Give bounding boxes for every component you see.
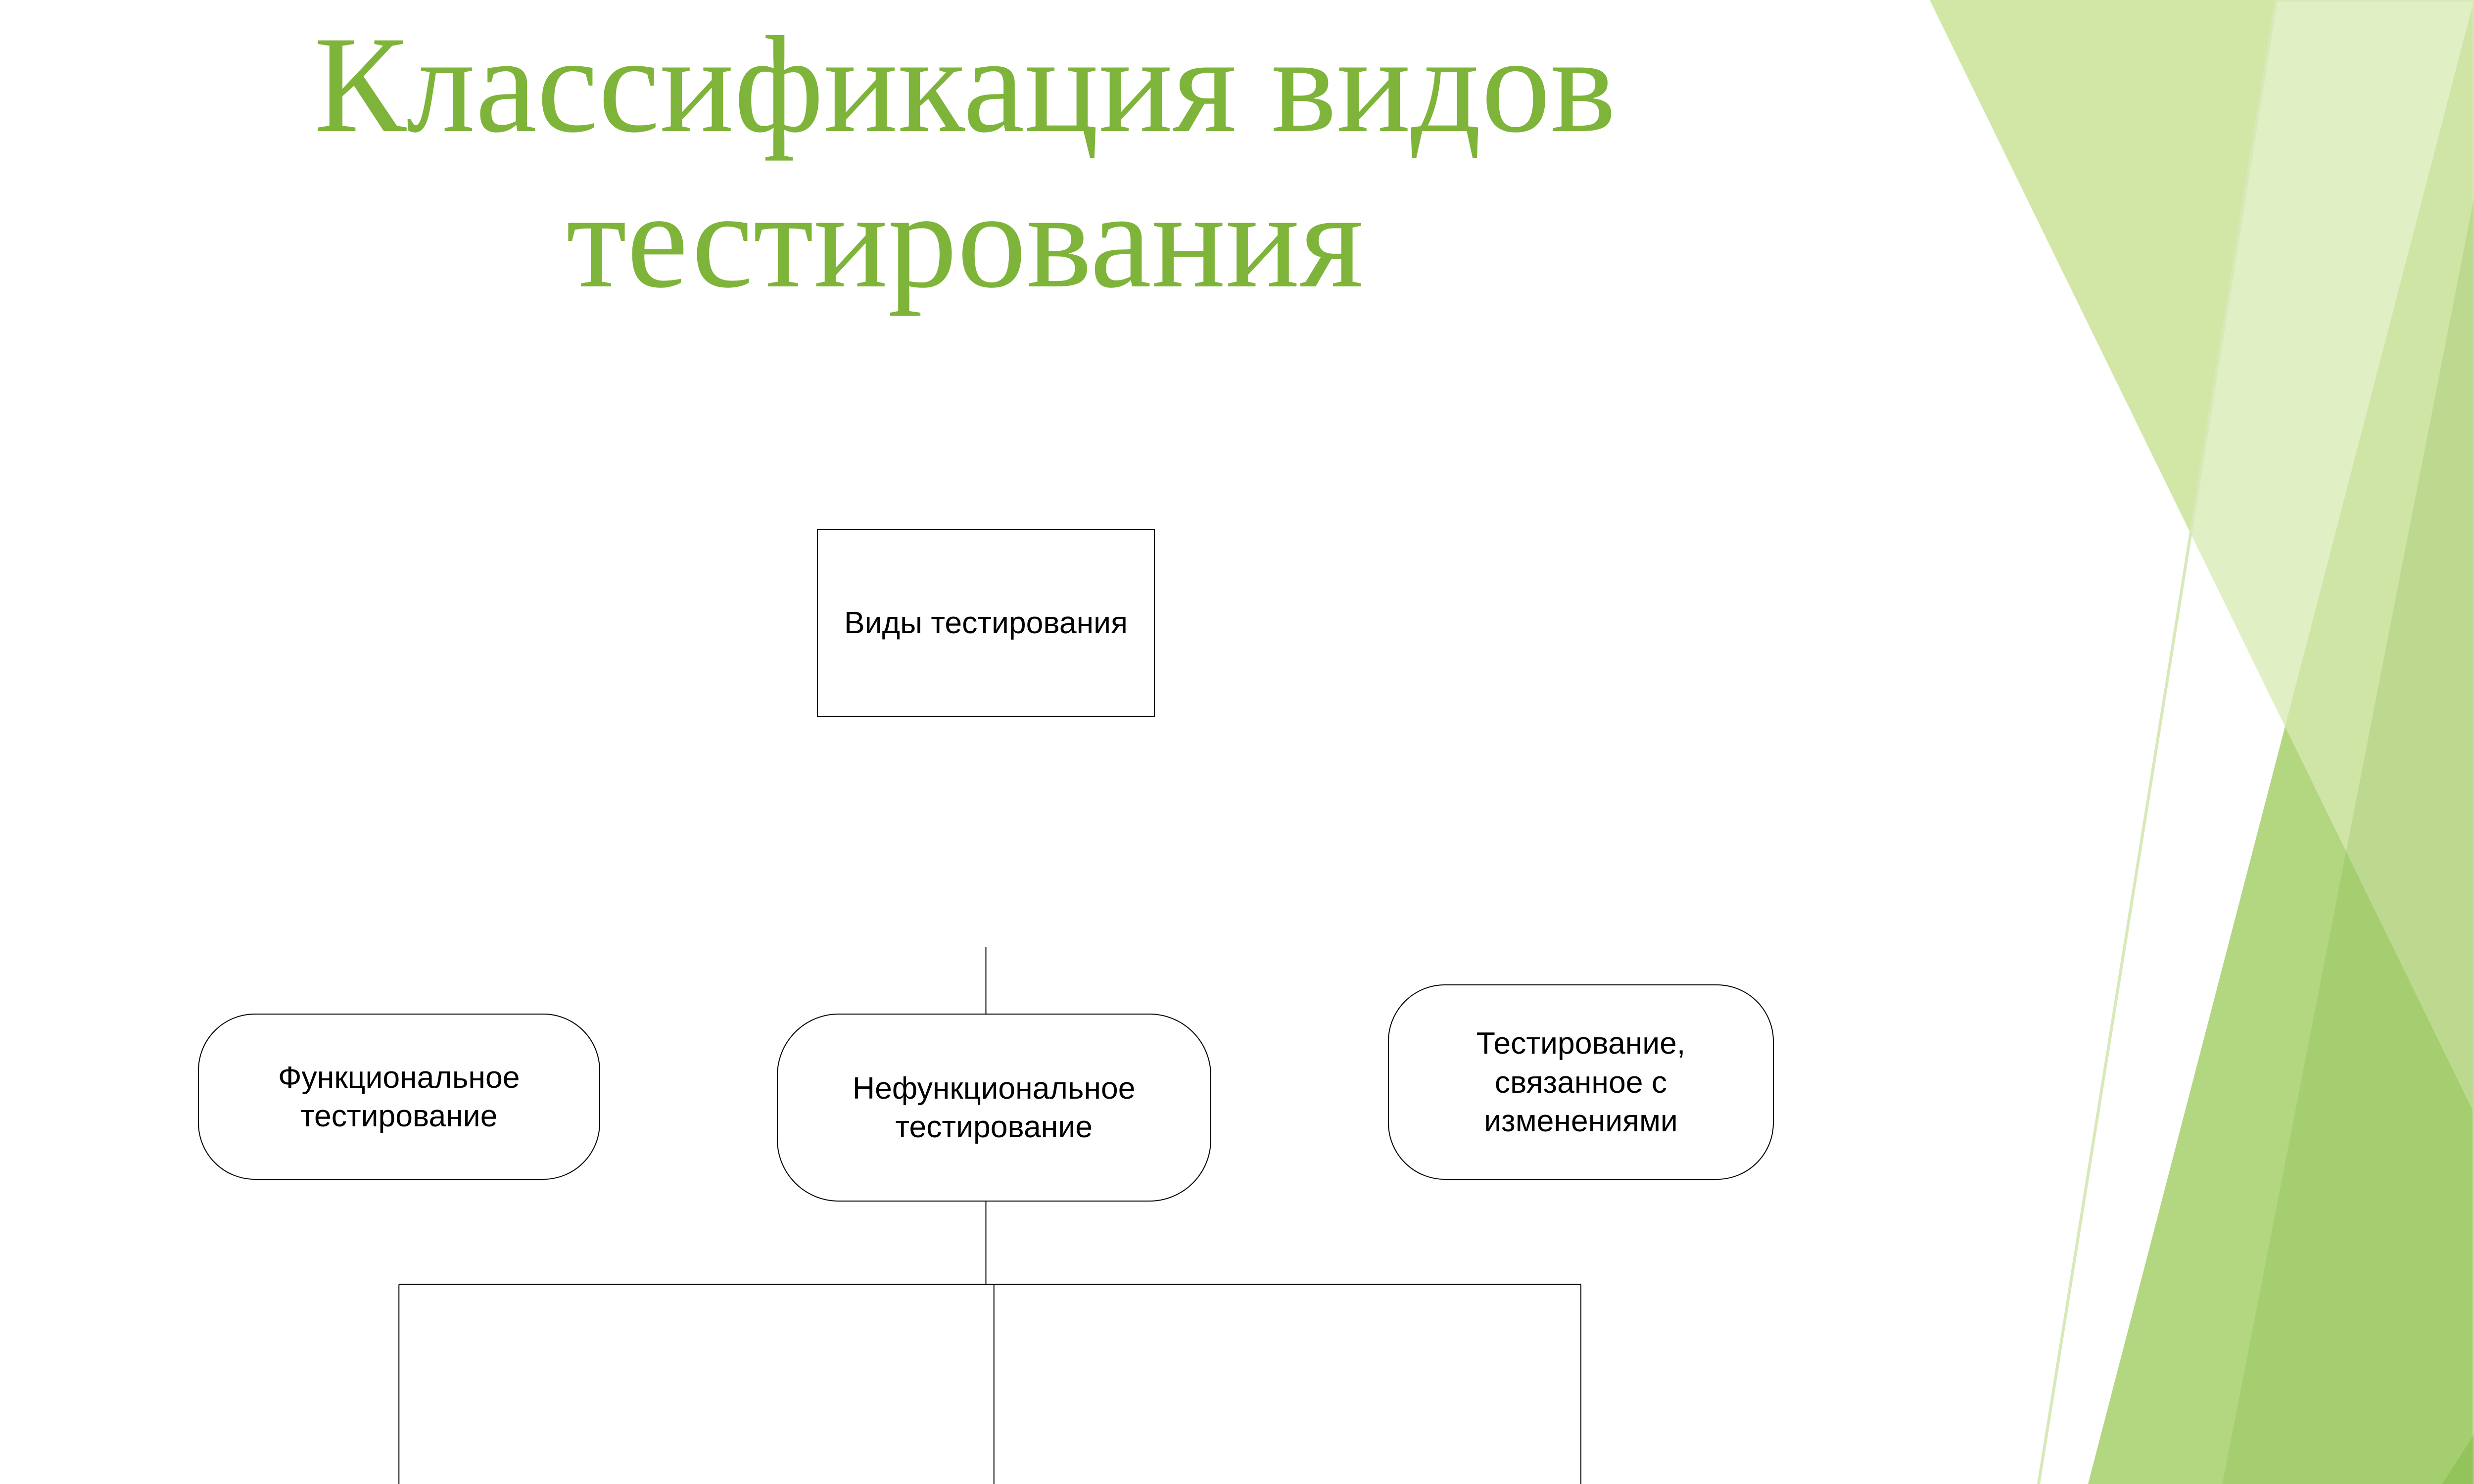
diagram-child-label: Тестирование, связанное с изменениями (1404, 1024, 1758, 1140)
diagram-child-node: Нефункциональное тестирование (777, 1014, 1211, 1202)
slide-title: Классификация видов тестирования (124, 7, 1806, 317)
diagram-child-node: Тестирование, связанное с изменениями (1388, 984, 1774, 1180)
diagram-root-label: Виды тестирования (844, 603, 1128, 642)
diagram-child-label: Функциональное тестирование (214, 1058, 584, 1135)
diagram-child-node: Функциональное тестирование (198, 1014, 600, 1180)
diagram-area: Виды тестирования Функциональное тестиро… (198, 529, 1806, 1252)
slide: Классификация видов тестирования Виды те… (0, 0, 2474, 1391)
slide-inner: Классификация видов тестирования Виды те… (0, 0, 2474, 1391)
diagram-child-label: Нефункциональное тестирование (793, 1069, 1195, 1146)
diagram-root-node: Виды тестирования (817, 529, 1155, 717)
